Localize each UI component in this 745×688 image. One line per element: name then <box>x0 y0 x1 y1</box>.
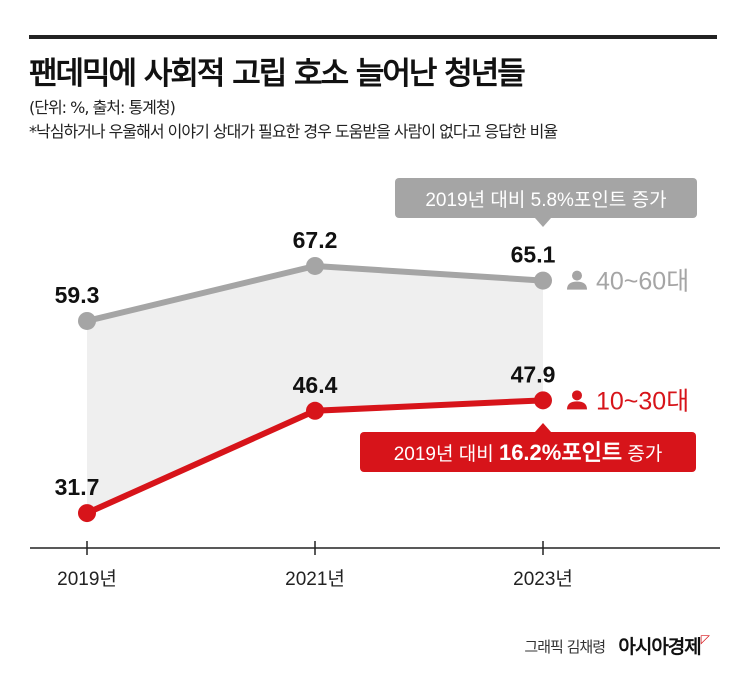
graphic-credit: 그래픽 김채령 <box>524 636 705 657</box>
annotation-text-part: 16.2%포인트 <box>499 440 622 465</box>
person-icon <box>567 281 587 290</box>
x-tick-label: 2021년 <box>285 568 345 590</box>
annotation-box <box>395 178 697 218</box>
annotation-box <box>360 432 696 472</box>
person-icon <box>567 401 587 410</box>
unit-source: (단위: %, 출처: 통계청) <box>29 98 176 117</box>
annotation-text: 2019년 대비 5.8%포인트 증가 <box>425 189 666 211</box>
data-label: 47.9 <box>511 361 556 387</box>
chart-title: 팬데믹에 사회적 고립 호소 늘어난 청년들 <box>29 56 526 92</box>
footnote: *낙심하거나 우울해서 이야기 상대가 필요한 경우 도움받을 사람이 없다고 … <box>29 122 558 141</box>
data-label: 59.3 <box>55 282 100 308</box>
legend-label: 40~60대 <box>596 268 689 296</box>
gap-area <box>87 265 543 514</box>
publisher-logo: 아시아경제◸ <box>618 632 710 658</box>
annotation-text-part: 5.8%포인트 <box>531 189 627 211</box>
data-point <box>306 401 324 420</box>
annotation-text: 2019년 대비 16.2%포인트 증가 <box>394 440 663 465</box>
data-label: 46.4 <box>293 372 338 398</box>
person-icon <box>572 390 582 401</box>
legend-label: 10~30대 <box>596 387 689 415</box>
data-point <box>78 504 96 523</box>
person-icon <box>572 270 582 281</box>
data-point <box>306 256 324 275</box>
annotation-text-part: 2019년 대비 <box>394 443 499 465</box>
data-point <box>78 311 96 330</box>
data-label: 67.2 <box>293 227 338 253</box>
logo-text: 아시아경제 <box>618 636 701 658</box>
data-label: 31.7 <box>55 474 100 500</box>
x-tick-label: 2023년 <box>513 568 573 590</box>
annotation-text-part: 2019년 대비 <box>425 189 530 211</box>
data-label: 65.1 <box>511 242 556 268</box>
x-tick-label: 2019년 <box>57 568 117 590</box>
annotation-pointer <box>535 218 551 227</box>
annotation-text-part: 증가 <box>622 443 662 465</box>
annotation-text-part: 증가 <box>626 189 666 211</box>
data-point <box>534 271 552 290</box>
annotation-pointer <box>535 423 551 432</box>
data-point <box>534 391 552 410</box>
top-rule <box>29 35 717 39</box>
credit-text: 그래픽 김채령 <box>524 638 606 656</box>
